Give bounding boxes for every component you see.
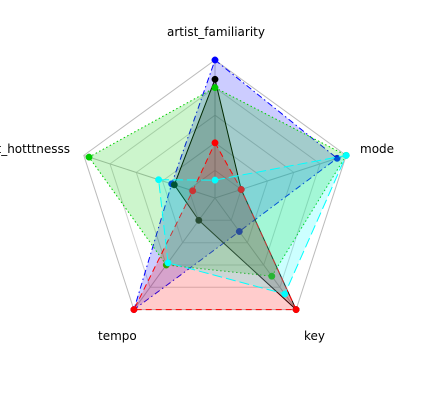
axis-label-3: tempo [98,329,137,343]
grid-ring-2 [135,114,295,266]
axis-labels: artist_familiarity mode key tempo artist… [0,25,394,343]
radar-series [85,56,350,314]
series-4-point-2 [281,290,289,298]
axis-label-4: artist_hotttnesss [0,142,70,156]
axis-label-0: artist_familiarity [167,25,265,39]
series-2-point-4 [85,153,93,161]
series-2-point-2 [268,272,276,280]
series-4-point-1 [342,151,350,159]
grid-spoke-3 [133,197,216,310]
series-3-point-2 [292,306,300,314]
series-2-point-0 [211,84,219,92]
grid-spoke-1 [214,154,347,199]
series-3-point-0 [211,139,219,147]
series-3-point-4 [189,187,197,195]
grid-spoke-2 [214,197,297,310]
series-0-point-0 [211,56,219,64]
grid-ring-0 [188,169,242,221]
series-4-area [158,154,348,295]
series-1-point-4 [170,181,178,189]
series-0-area [132,59,338,311]
series-3-point-1 [237,186,245,193]
grid-ring-4 [83,59,347,311]
grid-ring-3 [109,86,321,288]
grid-ring-1 [161,142,269,244]
radar-grid [83,59,347,311]
series-0-point-1 [333,154,341,162]
series-3-area [133,141,297,311]
series-1-point-3 [195,216,203,224]
series-4-point-0 [211,176,219,184]
axis-label-1: mode [360,142,394,156]
series-1-area [173,77,297,310]
series-4-point-3 [164,259,172,267]
axis-label-2: key [304,329,325,343]
series-1-point-0 [211,75,219,83]
series-4-point-4 [155,176,163,184]
series-3-point-3 [130,306,138,314]
series-0-point-2 [235,228,243,235]
